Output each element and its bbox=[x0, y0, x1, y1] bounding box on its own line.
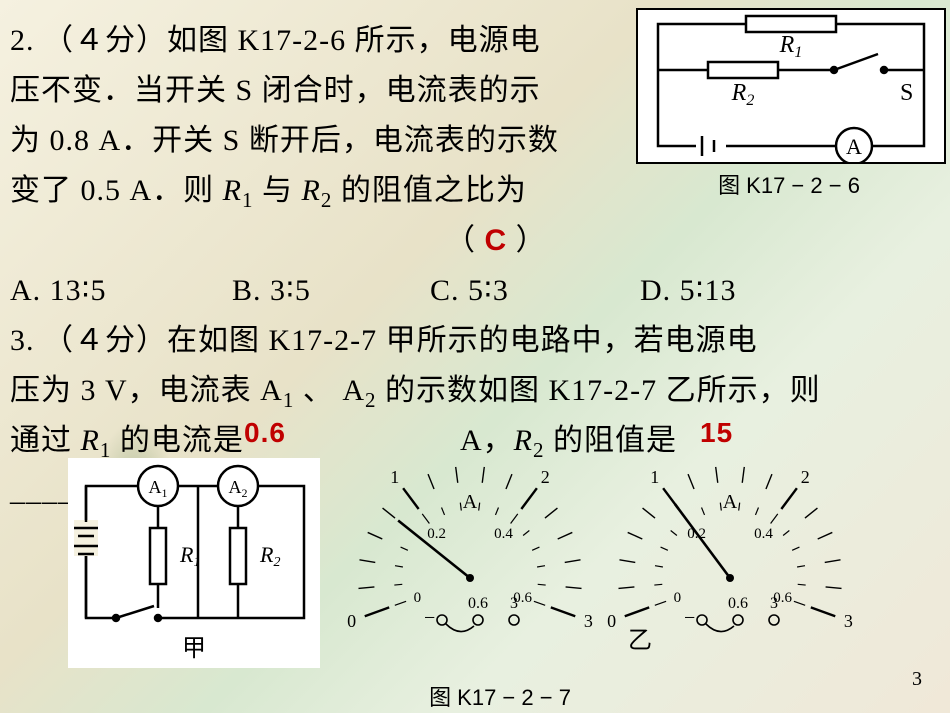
svg-text:0: 0 bbox=[674, 590, 682, 606]
q3-answer-current: 0.6 bbox=[244, 412, 286, 454]
svg-text:2: 2 bbox=[801, 467, 810, 487]
svg-text:0.6: 0.6 bbox=[728, 595, 748, 612]
svg-text:R2: R2 bbox=[731, 80, 755, 109]
svg-text:3: 3 bbox=[844, 611, 853, 631]
svg-text:1: 1 bbox=[650, 467, 659, 487]
ammeter-dials: 012300.20.40.6−0.63 012300.20.40.6−0.63 … bbox=[340, 448, 880, 672]
q3-line2: 压为 3 V，电流表 A1 、 A2 的示数如图 K17-2-7 乙所示，则 bbox=[10, 368, 821, 417]
figure-k17-2-7-jia: A1 A2 R1 R2 甲 bbox=[68, 458, 320, 668]
svg-text:0: 0 bbox=[347, 611, 356, 631]
svg-text:0.4: 0.4 bbox=[754, 526, 773, 542]
svg-text:−: − bbox=[424, 607, 435, 629]
svg-text:0.2: 0.2 bbox=[427, 526, 446, 542]
svg-text:3: 3 bbox=[770, 595, 778, 612]
svg-text:−: − bbox=[684, 607, 695, 629]
svg-text:A: A bbox=[846, 134, 862, 159]
q2-answer: C bbox=[485, 224, 508, 257]
q2-option-a: A. 13∶5 bbox=[10, 268, 106, 313]
svg-text:甲: 甲 bbox=[182, 636, 206, 662]
q2-option-d: D. 5∶13 bbox=[640, 268, 736, 313]
svg-text:R1: R1 bbox=[779, 32, 803, 61]
figure-k17-2-6: R1 R2 S A bbox=[636, 8, 946, 164]
svg-text:2: 2 bbox=[541, 467, 550, 487]
svg-text:3: 3 bbox=[510, 595, 518, 612]
q2-line2: 压不变．当开关 S 闭合时，电流表的示 bbox=[10, 68, 541, 113]
svg-text:0.6: 0.6 bbox=[468, 595, 488, 612]
q2-option-b: B. 3∶5 bbox=[232, 268, 311, 313]
svg-text:0: 0 bbox=[607, 611, 616, 631]
q2-paren: （ C ） bbox=[445, 218, 547, 263]
svg-text:3: 3 bbox=[584, 611, 593, 631]
q3-line1: 3. （４分）在如图 K17-2-7 甲所示的电路中，若电源电 bbox=[10, 318, 758, 363]
svg-text:0.4: 0.4 bbox=[494, 526, 513, 542]
page-number: 3 bbox=[912, 668, 922, 691]
q2-line4: 变了 0.5 A．则 R1 与 R2 的阻值之比为 bbox=[10, 168, 527, 217]
figure-k17-2-6-caption: 图 K17 − 2 − 6 bbox=[636, 168, 942, 200]
svg-text:R2: R2 bbox=[259, 542, 280, 570]
svg-text:1: 1 bbox=[390, 467, 399, 487]
figure-k17-2-7-caption: 图 K17 − 2 − 7 bbox=[300, 680, 700, 712]
q2-line1: 2. （４分）如图 K17-2-6 所示，电源电 bbox=[10, 18, 541, 63]
svg-text:A: A bbox=[463, 491, 478, 513]
svg-text:S: S bbox=[900, 80, 913, 106]
q2-option-c: C. 5∶3 bbox=[430, 268, 509, 313]
svg-text:0: 0 bbox=[414, 590, 422, 606]
q2-line3: 为 0.8 A．开关 S 断开后，电流表的示数 bbox=[10, 118, 559, 163]
svg-text:A: A bbox=[723, 491, 738, 513]
svg-text:乙: 乙 bbox=[628, 628, 652, 654]
